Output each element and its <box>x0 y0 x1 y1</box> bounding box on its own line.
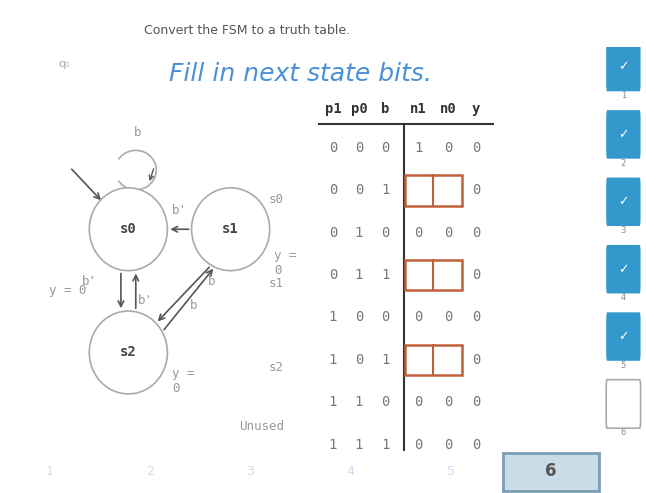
Text: b: b <box>381 102 389 116</box>
FancyBboxPatch shape <box>606 177 641 226</box>
Text: 1: 1 <box>355 268 363 282</box>
Text: 4: 4 <box>621 293 626 302</box>
Text: 6: 6 <box>621 428 626 437</box>
Circle shape <box>89 311 167 394</box>
FancyBboxPatch shape <box>606 110 641 159</box>
Text: 0: 0 <box>381 141 389 155</box>
Text: ✓: ✓ <box>618 128 629 141</box>
Text: 0: 0 <box>472 183 481 197</box>
Text: y =
0: y = 0 <box>275 249 297 277</box>
Text: 0: 0 <box>414 311 422 324</box>
Bar <box>503 453 599 492</box>
Text: s2: s2 <box>269 361 284 374</box>
Text: 0: 0 <box>472 226 481 240</box>
Text: Fill in next state bits.: Fill in next state bits. <box>169 63 432 86</box>
Text: 0: 0 <box>444 438 452 452</box>
Text: 1: 1 <box>381 183 389 197</box>
Text: 1: 1 <box>381 268 389 282</box>
Text: 0: 0 <box>444 226 452 240</box>
Text: p0: p0 <box>351 102 368 116</box>
Text: 1: 1 <box>329 438 337 452</box>
Text: s0: s0 <box>120 222 137 236</box>
Text: 0: 0 <box>444 141 452 155</box>
Text: 1: 1 <box>355 395 363 409</box>
Circle shape <box>192 188 269 271</box>
Text: 0: 0 <box>444 395 452 409</box>
Text: 0: 0 <box>414 226 422 240</box>
Text: 0: 0 <box>444 311 452 324</box>
Text: b: b <box>208 275 216 287</box>
Text: 0: 0 <box>355 141 363 155</box>
FancyBboxPatch shape <box>606 245 641 293</box>
Text: 0: 0 <box>472 311 481 324</box>
Text: ✓: ✓ <box>618 61 629 73</box>
Text: 1: 1 <box>381 353 389 367</box>
Bar <box>404 175 462 206</box>
Text: 0: 0 <box>381 226 389 240</box>
Text: q₀: q₀ <box>58 59 70 69</box>
Text: 1: 1 <box>46 465 54 478</box>
Text: 0: 0 <box>329 226 337 240</box>
Text: 0: 0 <box>329 268 337 282</box>
Text: ✓: ✓ <box>618 263 629 276</box>
Text: 1: 1 <box>381 438 389 452</box>
FancyBboxPatch shape <box>606 312 641 361</box>
Text: s2: s2 <box>120 346 137 359</box>
Text: 0: 0 <box>414 395 422 409</box>
Text: 5: 5 <box>621 361 626 370</box>
Text: 2: 2 <box>621 159 626 168</box>
Text: Unused: Unused <box>238 420 284 433</box>
Text: n0: n0 <box>440 102 457 116</box>
Text: 1: 1 <box>414 141 422 155</box>
Bar <box>404 345 462 375</box>
Circle shape <box>89 188 167 271</box>
FancyBboxPatch shape <box>606 43 641 91</box>
Text: b: b <box>134 126 141 139</box>
Text: 1: 1 <box>329 395 337 409</box>
Text: 0: 0 <box>414 438 422 452</box>
Text: 4: 4 <box>346 465 355 478</box>
Text: b': b' <box>172 205 187 217</box>
Text: 0: 0 <box>381 395 389 409</box>
Text: n1: n1 <box>410 102 427 116</box>
Text: s0: s0 <box>269 193 284 206</box>
Text: 0: 0 <box>472 141 481 155</box>
Text: s1: s1 <box>222 222 239 236</box>
Text: y: y <box>472 102 481 116</box>
Text: 1: 1 <box>329 311 337 324</box>
Text: 0: 0 <box>381 311 389 324</box>
Text: 1: 1 <box>329 353 337 367</box>
Bar <box>404 260 462 290</box>
Text: 0: 0 <box>329 183 337 197</box>
Text: s1: s1 <box>269 277 284 290</box>
Text: 5: 5 <box>446 465 455 478</box>
Text: 1: 1 <box>355 438 363 452</box>
Text: b': b' <box>138 294 152 307</box>
Text: 0: 0 <box>472 353 481 367</box>
Text: ✓: ✓ <box>618 330 629 343</box>
Text: 6: 6 <box>545 462 556 480</box>
Text: 0: 0 <box>329 141 337 155</box>
Text: 1: 1 <box>355 226 363 240</box>
Text: ✓: ✓ <box>618 195 629 209</box>
Text: 0: 0 <box>355 311 363 324</box>
FancyBboxPatch shape <box>606 380 641 428</box>
Text: 3: 3 <box>621 226 626 235</box>
Text: y = 0: y = 0 <box>49 284 87 297</box>
Text: 2: 2 <box>146 465 154 478</box>
Text: Convert the FSM to a truth table.: Convert the FSM to a truth table. <box>144 24 350 37</box>
Text: 0: 0 <box>355 183 363 197</box>
Text: 3: 3 <box>246 465 255 478</box>
Text: b: b <box>190 299 197 312</box>
Text: 0: 0 <box>472 268 481 282</box>
Text: p1: p1 <box>324 102 341 116</box>
Text: b': b' <box>82 275 97 287</box>
Text: 0: 0 <box>472 438 481 452</box>
Text: 0: 0 <box>355 353 363 367</box>
Text: 0: 0 <box>472 395 481 409</box>
Text: 1: 1 <box>621 91 626 100</box>
Text: y =
0: y = 0 <box>172 367 194 395</box>
